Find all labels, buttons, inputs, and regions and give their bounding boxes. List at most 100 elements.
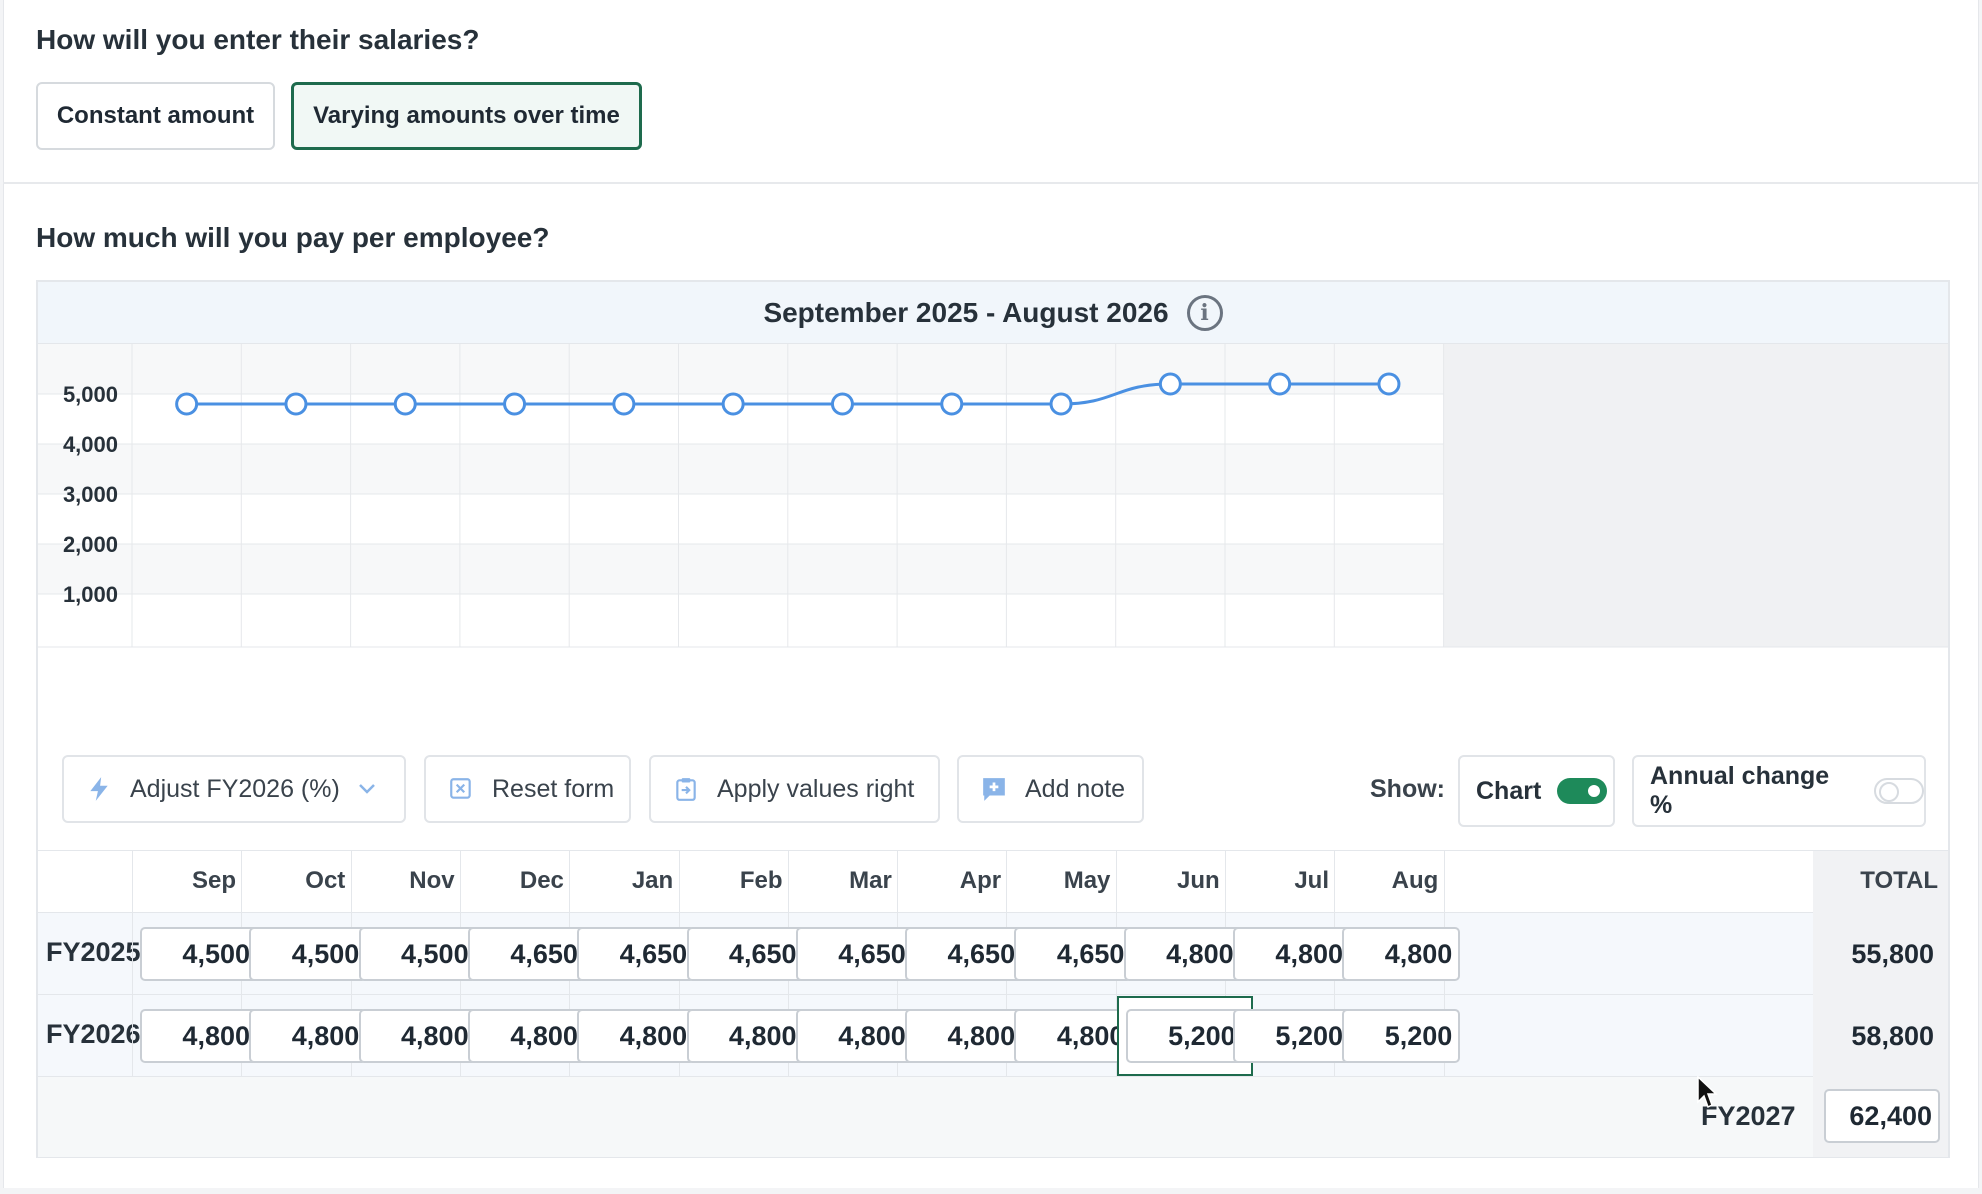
month-header-mar: Mar	[849, 867, 892, 894]
table-row-fy2027: FY2027 62,400	[38, 1077, 1948, 1157]
column-divider	[350, 851, 352, 912]
pay-panel: September 2025 - August 2026 i 5,000 4,00…	[36, 280, 1950, 1158]
column-divider	[787, 851, 789, 912]
adjust-label: Adjust FY2026 (%)	[130, 774, 340, 803]
month-header-jul: Jul	[1294, 867, 1329, 894]
salary-input-fy2025-may[interactable]: 4,650	[1014, 927, 1133, 981]
row-label-fy2027: FY2027	[1701, 1101, 1796, 1131]
data-point	[1049, 392, 1073, 416]
column-divider	[1443, 851, 1445, 912]
salary-input-fy2025-oct[interactable]: 4,500	[249, 927, 368, 981]
chart-band	[38, 594, 1444, 647]
salary-input-fy2026-oct[interactable]: 4,800	[249, 1009, 368, 1063]
salary-input-fy2026-aug[interactable]: 5,200	[1342, 1009, 1461, 1063]
salary-input-fy2026-apr[interactable]: 4,800	[905, 1009, 1024, 1063]
row-label-fy2026: FY2026	[46, 1019, 141, 1049]
constant-amount-button[interactable]: Constant amount	[36, 82, 275, 150]
chart-band	[38, 544, 1444, 594]
salary-input-fy2026-dec[interactable]: 4,800	[467, 1009, 586, 1063]
column-divider	[1334, 851, 1336, 912]
annual-change-toggle-button[interactable]: Annual change %	[1632, 755, 1926, 827]
reset-label: Reset form	[492, 774, 615, 803]
chart-band	[38, 494, 1444, 544]
salary-input-fy2025-mar[interactable]: 4,650	[795, 927, 914, 981]
column-divider	[1225, 851, 1226, 912]
column-divider	[897, 851, 899, 912]
fy2027-total-input[interactable]: 62,400	[1824, 1089, 1940, 1143]
salary-line-chart: 5,000 4,000 3,000 2,000 1,000	[38, 344, 1948, 648]
salary-input-fy2026-jan[interactable]: 4,800	[577, 1009, 696, 1063]
adjust-fy-dropdown[interactable]: Adjust FY2026 (%)	[62, 755, 406, 823]
data-point	[830, 392, 854, 416]
salary-input-fy2025-feb[interactable]: 4,650	[686, 927, 805, 981]
table-row-fy2026: FY2026 58,800 4,800 4,800 4,800 4,800 4,800 4…	[38, 995, 1948, 1077]
column-divider	[1115, 851, 1117, 912]
chart-toggle-switch[interactable]	[1557, 778, 1608, 804]
chart-band	[38, 344, 1444, 394]
note-label: Add note	[1025, 774, 1126, 803]
salary-input-fy2025-jan[interactable]: 4,650	[577, 927, 696, 981]
salary-input-fy2025-apr[interactable]: 4,650	[905, 927, 1024, 981]
total-fy2025: 55,800	[1851, 939, 1934, 969]
month-header-apr: Apr	[959, 867, 1002, 894]
total-fy2026: 58,800	[1851, 1021, 1934, 1051]
y-tick-label: 4,000	[63, 432, 118, 457]
data-point	[612, 392, 636, 416]
salary-input-fy2025-dec[interactable]: 4,650	[467, 927, 586, 981]
data-point	[503, 392, 527, 416]
annual-change-switch[interactable]	[1874, 778, 1924, 804]
add-note-button[interactable]: Add note	[957, 755, 1144, 823]
data-point	[721, 392, 745, 416]
info-icon[interactable]: i	[1186, 294, 1223, 331]
series-line	[186, 382, 1389, 406]
table-row-fy2025: FY2025 55,800 4,500 4,500 4,500 4,650 4,650 4…	[38, 913, 1948, 995]
month-header-oct: Oct	[305, 867, 346, 894]
chart-total-column	[1443, 344, 1948, 647]
salary-input-fy2026-jun[interactable]: 5,200	[1116, 996, 1253, 1076]
column-divider	[132, 913, 133, 994]
mouse-cursor-icon	[1697, 1076, 1718, 1109]
month-header-jan: Jan	[631, 867, 674, 894]
salary-entry-question: How will you enter their salaries?	[36, 24, 480, 55]
apply-values-right-button[interactable]: Apply values right	[649, 755, 940, 823]
column-divider	[241, 851, 243, 912]
salary-input-fy2025-nov[interactable]: 4,500	[358, 927, 477, 981]
column-divider	[569, 851, 571, 912]
reset-form-button[interactable]: Reset form	[424, 755, 631, 823]
table-header-row: TOTAL Sep Oct Nov Dec Jan Feb Mar Apr May Jun Jul A…	[38, 851, 1948, 913]
data-point	[175, 392, 199, 416]
salary-input-fy2026-jul[interactable]: 5,200	[1233, 1009, 1351, 1063]
reset-icon	[450, 778, 471, 799]
data-point	[1377, 372, 1401, 396]
month-header-nov: Nov	[409, 867, 455, 894]
show-label: Show:	[1370, 774, 1445, 803]
salary-input-fy2026-sep[interactable]: 4,800	[140, 1009, 258, 1063]
lightning-icon	[90, 777, 108, 801]
pay-question: How much will you pay per employee?	[36, 222, 550, 253]
salary-input-fy2025-aug[interactable]: 4,800	[1342, 927, 1461, 981]
y-tick-label: 5,000	[63, 382, 118, 407]
month-header-dec: Dec	[519, 867, 564, 894]
period-header: September 2025 - August 2026 i	[38, 282, 1948, 344]
salary-input-fy2026-feb[interactable]: 4,800	[686, 1009, 805, 1063]
toolbar: Adjust FY2026 (%) Reset form Apply value…	[38, 729, 1948, 851]
salary-input-fy2025-jun[interactable]: 4,800	[1123, 927, 1242, 981]
column-divider	[459, 851, 461, 912]
salary-input-fy2026-mar[interactable]: 4,800	[795, 1009, 914, 1063]
data-point	[393, 392, 417, 416]
section-divider	[3, 182, 1979, 184]
salary-input-fy2025-sep[interactable]: 4,500	[140, 927, 258, 981]
salary-input-fy2026-may[interactable]: 4,800	[1014, 1009, 1133, 1063]
apply-label: Apply values right	[717, 774, 915, 803]
chart-toggle-button[interactable]: Chart	[1458, 755, 1615, 827]
chart-toggle-label: Chart	[1476, 776, 1542, 805]
data-point	[284, 392, 308, 416]
salary-input-fy2025-jul[interactable]: 4,800	[1233, 927, 1351, 981]
annual-change-label: Annual change %	[1650, 762, 1830, 819]
varying-amounts-button[interactable]: Varying amounts over time	[291, 82, 642, 150]
row-label-fy2025: FY2025	[46, 937, 141, 967]
month-header-jun: Jun	[1177, 867, 1220, 894]
salary-input-fy2026-nov[interactable]: 4,800	[358, 1009, 477, 1063]
data-point	[940, 392, 964, 416]
